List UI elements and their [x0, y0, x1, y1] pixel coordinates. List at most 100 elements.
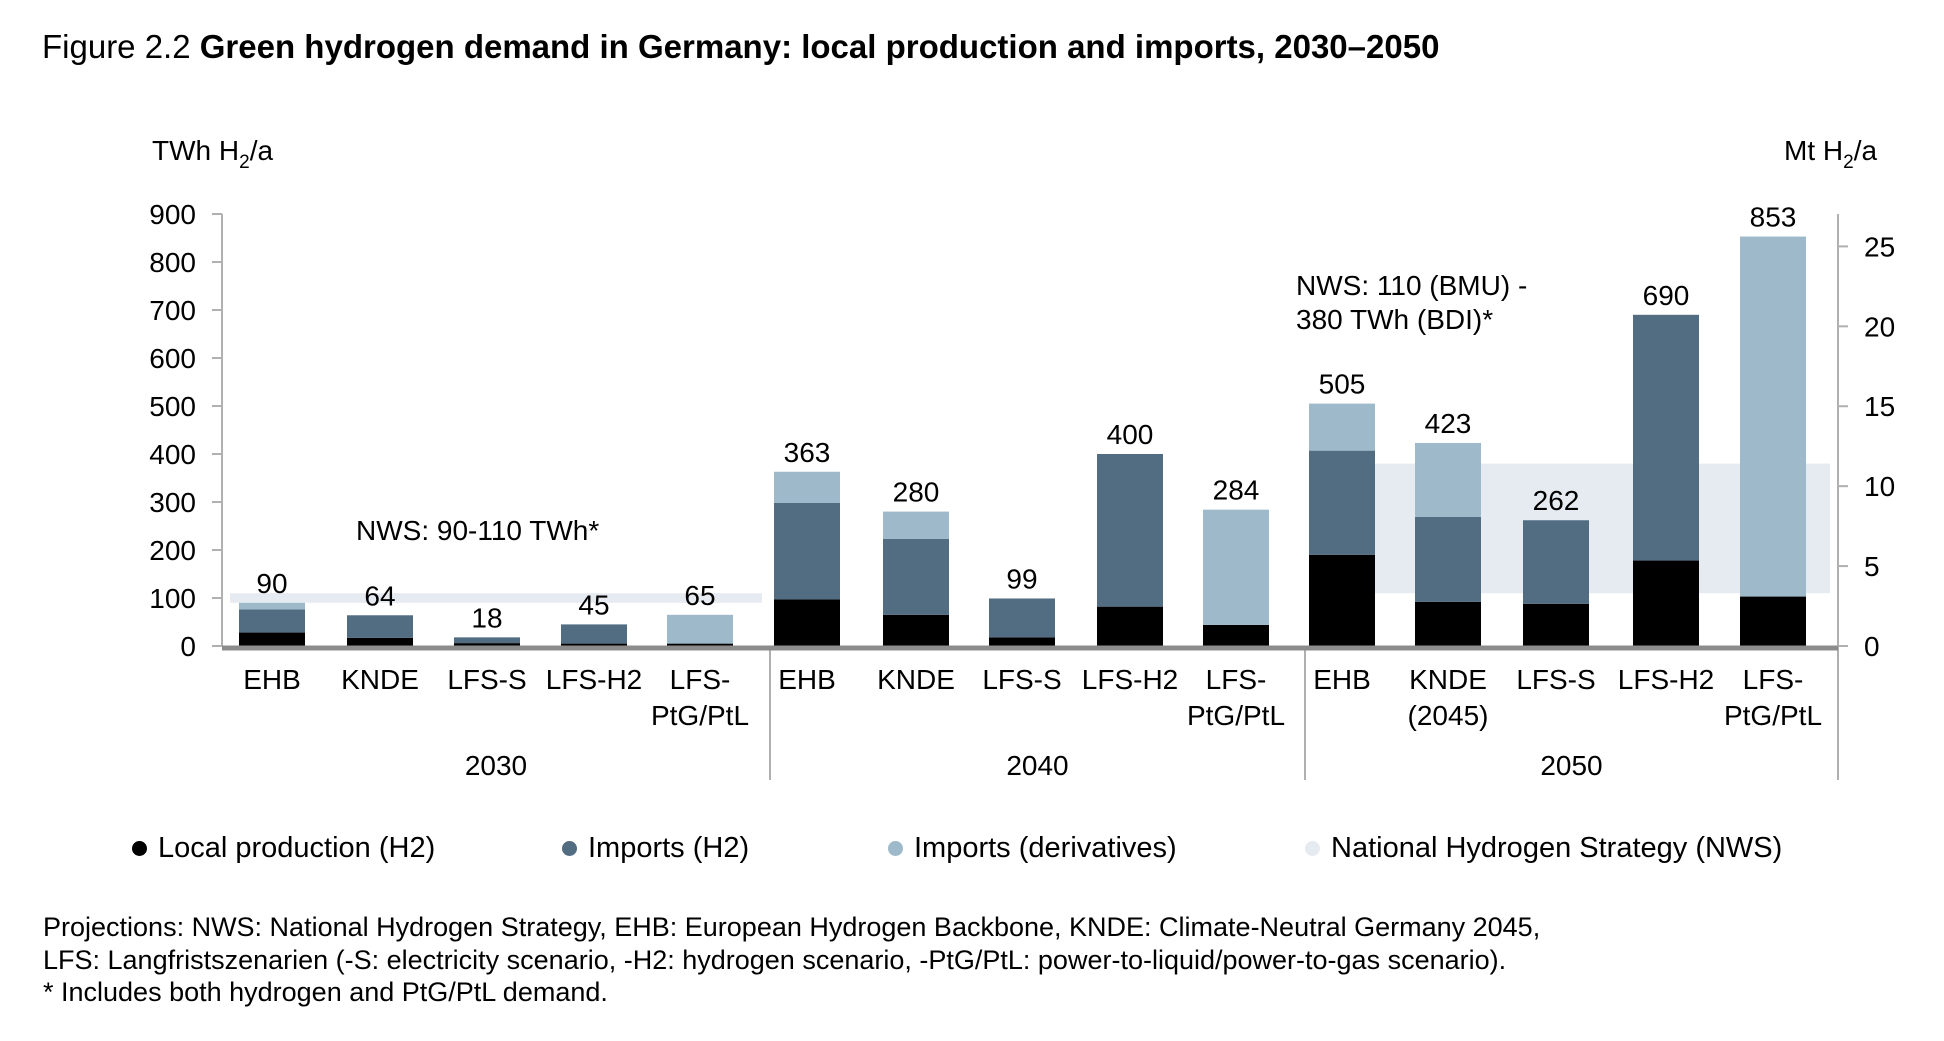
- x-category-label: LFS-: [1206, 664, 1267, 695]
- legend-label: Imports (derivatives): [914, 832, 1177, 864]
- bar-total-label: 853: [1750, 202, 1797, 233]
- bar-total-label: 505: [1319, 369, 1366, 400]
- x-category-label: LFS-: [670, 664, 731, 695]
- figure-heading: Green hydrogen demand in Germany: local …: [199, 28, 1440, 65]
- legend-item-local-production: Local production (H2): [132, 832, 435, 865]
- bar-segment-imports-h2: [883, 538, 949, 615]
- bar-segment-imports-h2: [774, 502, 840, 600]
- note-lfs: LFS: Langfristszenarien (-S: electricity…: [43, 944, 1507, 975]
- y2-axis-title: Mt H2/a: [1784, 135, 1877, 173]
- bar-segment-imports-derivatives: [883, 511, 949, 539]
- y2-axis-tick-label: 0: [1864, 631, 1880, 662]
- bar-segment-imports-derivatives: [1740, 236, 1806, 597]
- bar-segment-imports-derivatives: [239, 602, 305, 610]
- bar-segment-imports-h2: [239, 609, 305, 633]
- bar-segment-local-production-h2: [347, 637, 413, 646]
- x-category-label: EHB: [778, 664, 836, 695]
- bar-segment-local-production-h2: [1633, 560, 1699, 646]
- y-axis-title: TWh H2/a: [152, 135, 273, 173]
- nws-band: [230, 593, 762, 603]
- bar-total-label: 262: [1533, 485, 1580, 516]
- note-projections: Projections: NWS: National Hydrogen Stra…: [43, 912, 1541, 942]
- bar-total-label: 64: [364, 580, 395, 611]
- bar-total-label: 65: [684, 580, 715, 611]
- bar-segment-local-production-h2: [454, 643, 520, 646]
- legend-swatch-icon: [888, 841, 903, 856]
- bar-segment-imports-derivatives: [1203, 509, 1269, 625]
- bar-segment-local-production-h2: [883, 614, 949, 646]
- y-axis-tick-label: 300: [149, 487, 196, 518]
- x-category-label: LFS-S: [1516, 664, 1595, 695]
- x-category-label: (2045): [1408, 700, 1489, 731]
- x-category-label: LFS-H2: [1082, 664, 1178, 695]
- nws-annotation: NWS: 90-110 TWh*: [356, 515, 599, 546]
- bar-segment-imports-h2: [1097, 454, 1163, 607]
- figure-notes: Projections: NWS: National Hydrogen Stra…: [43, 911, 1540, 1009]
- bar-total-label: 99: [1006, 563, 1037, 594]
- bar-segment-local-production-h2: [561, 643, 627, 646]
- bar-segment-local-production-h2: [667, 643, 733, 646]
- bar-segment-imports-h2: [1523, 520, 1589, 604]
- legend-swatch-icon: [132, 841, 147, 856]
- x-category-label: PtG/PtL: [1724, 700, 1822, 731]
- bar-total-label: 280: [893, 477, 940, 508]
- legend-label: National Hydrogen Strategy (NWS): [1331, 832, 1783, 864]
- nws-annotation: 380 TWh (BDI)*: [1296, 304, 1493, 335]
- y2-axis-tick-label: 25: [1864, 231, 1895, 262]
- y-axis-tick-label: 600: [149, 343, 196, 374]
- x-category-label: PtG/PtL: [1187, 700, 1285, 731]
- figure-title: Figure 2.2 Green hydrogen demand in Germ…: [42, 28, 1439, 66]
- x-category-label: EHB: [243, 664, 301, 695]
- y-axis-tick-label: 500: [149, 391, 196, 422]
- y2-axis-tick-label: 15: [1864, 391, 1895, 422]
- x-group-label: 2040: [1006, 750, 1068, 781]
- bar-segment-local-production-h2: [1740, 596, 1806, 646]
- x-category-label: LFS-S: [447, 664, 526, 695]
- x-category-label: LFS-S: [982, 664, 1061, 695]
- chart-legend: Local production (H2) Imports (H2) Impor…: [0, 832, 1944, 872]
- y2-axis-tick-label: 10: [1864, 471, 1895, 502]
- legend-swatch-icon: [1305, 841, 1320, 856]
- y-axis-tick-label: 900: [149, 199, 196, 230]
- bar-segment-imports-derivatives: [1309, 403, 1375, 451]
- y-axis-tick-label: 100: [149, 583, 196, 614]
- y-axis-tick-label: 800: [149, 247, 196, 278]
- bar-segment-imports-h2: [989, 598, 1055, 638]
- bar-segment-imports-derivatives: [1415, 442, 1481, 517]
- bar-segment-imports-derivatives: [774, 471, 840, 503]
- bar-total-label: 18: [471, 602, 502, 633]
- bar-segment-local-production-h2: [239, 632, 305, 646]
- bar-segment-imports-h2: [454, 637, 520, 644]
- bar-total-label: 284: [1213, 475, 1260, 506]
- x-category-label: KNDE: [1409, 664, 1487, 695]
- bar-total-label: 690: [1643, 280, 1690, 311]
- bar-total-label: 423: [1425, 408, 1472, 439]
- bar-segment-local-production-h2: [989, 637, 1055, 646]
- x-category-label: KNDE: [877, 664, 955, 695]
- y-axis-tick-label: 400: [149, 439, 196, 470]
- legend-item-imports-derivatives: Imports (derivatives): [888, 832, 1177, 865]
- bar-segment-local-production-h2: [1097, 606, 1163, 646]
- bar-segment-imports-derivatives: [667, 614, 733, 644]
- x-group-label: 2030: [465, 750, 527, 781]
- bar-segment-imports-h2: [561, 624, 627, 644]
- bar-segment-imports-h2: [1415, 516, 1481, 602]
- bar-total-label: 400: [1107, 419, 1154, 450]
- x-category-label: EHB: [1313, 664, 1371, 695]
- bar-total-label: 90: [256, 568, 287, 599]
- x-category-label: LFS-H2: [546, 664, 642, 695]
- y2-axis-tick-label: 20: [1864, 311, 1895, 342]
- x-category-label: KNDE: [341, 664, 419, 695]
- bar-segment-local-production-h2: [1309, 554, 1375, 646]
- bar-segment-imports-h2: [1633, 314, 1699, 561]
- bar-segment-local-production-h2: [1415, 601, 1481, 646]
- legend-item-nws: National Hydrogen Strategy (NWS): [1305, 832, 1782, 865]
- y-axis-tick-label: 700: [149, 295, 196, 326]
- x-category-label: LFS-: [1743, 664, 1804, 695]
- x-group-label: 2050: [1540, 750, 1602, 781]
- bar-total-label: 45: [578, 589, 609, 620]
- bar-segment-local-production-h2: [1203, 624, 1269, 646]
- stacked-bar-chart: NWS: 90-110 TWh* NWS: 110 (BMU) -380 TWh …: [149, 135, 1895, 781]
- y-axis-tick-label: 200: [149, 535, 196, 566]
- y2-axis-tick-label: 5: [1864, 551, 1880, 582]
